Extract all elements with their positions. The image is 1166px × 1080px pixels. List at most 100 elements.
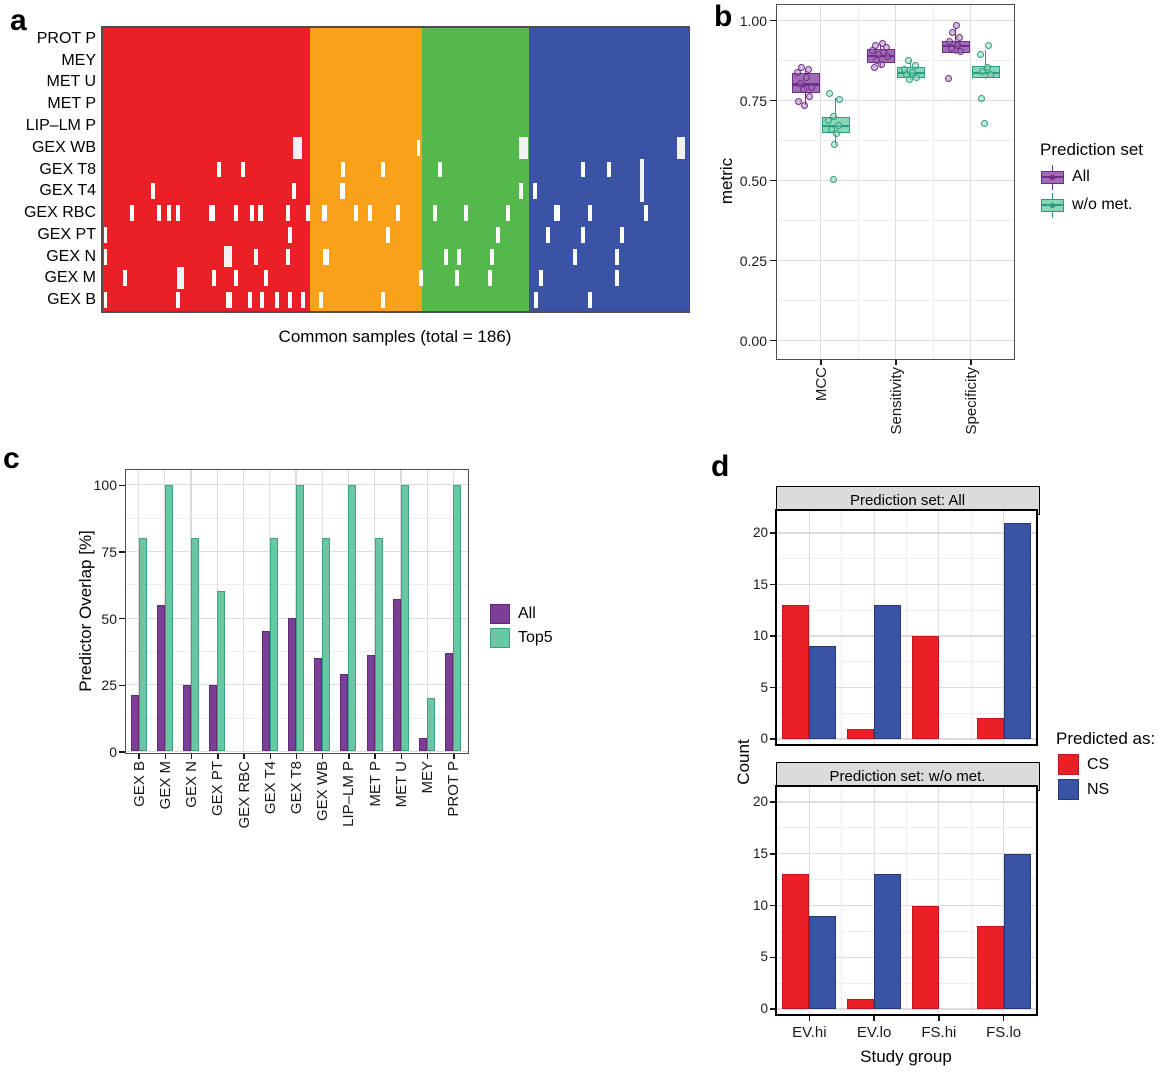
jitter-point	[801, 102, 808, 110]
missing-sample-gap	[340, 161, 345, 178]
missing-sample-gap	[539, 270, 544, 287]
missing-sample-gap	[419, 270, 424, 287]
bar-cs-fs-hi	[911, 905, 939, 1009]
missing-sample-gap	[443, 248, 448, 265]
missing-sample-gap	[607, 161, 612, 178]
axis-tick	[769, 635, 775, 637]
key-dot	[1050, 203, 1055, 208]
missing-sample-gap	[129, 205, 134, 222]
axis-tick	[769, 853, 775, 855]
row-label: GEX M	[44, 269, 96, 287]
jitter-point	[836, 95, 843, 103]
jitter-point	[825, 117, 832, 125]
bar-top5-gex-m	[164, 484, 173, 752]
bar-all-gex-t8	[288, 618, 296, 752]
jitter-point	[985, 42, 992, 50]
y-tick-label: 0	[760, 731, 768, 746]
missing-sample-gap	[354, 205, 359, 222]
missing-sample-gap	[123, 270, 128, 287]
box-whisker-lower	[834, 133, 837, 146]
axis-tick	[895, 359, 897, 365]
missing-sample-gap	[323, 248, 330, 265]
gridline-horizontal	[777, 532, 1036, 534]
bar-cs-ev-hi	[782, 874, 810, 1009]
y-tick-label: 15	[752, 845, 768, 861]
bar-ns-ev-lo	[874, 605, 902, 739]
missing-sample-gap	[463, 205, 468, 222]
facet-strip-womet-label: Prediction set: w/o met.	[829, 767, 986, 785]
jitter-point	[795, 97, 802, 105]
missing-sample-gap	[553, 205, 560, 222]
row-label: GEX T4	[39, 182, 96, 200]
bar-all-gex-n	[183, 684, 192, 752]
missing-sample-gap	[263, 270, 268, 287]
axis-tick	[769, 19, 776, 22]
row-label: MET U	[46, 73, 96, 91]
jitter-point	[808, 83, 815, 91]
panel-letter-b: b	[714, 0, 733, 33]
bar-top5-met-p	[374, 538, 383, 752]
jitter-point	[806, 93, 813, 101]
bar-top5-gex-b	[138, 538, 147, 752]
y-tick-label: 20	[752, 525, 768, 540]
category-label: PROT P	[445, 761, 463, 817]
missing-sample-gap	[292, 136, 302, 159]
gridline-vertical	[873, 511, 875, 744]
jitter-point	[884, 53, 891, 61]
y-tick-label: 0	[109, 744, 117, 760]
legend-label-top5: Top5	[518, 629, 553, 646]
axis-tick	[820, 359, 822, 365]
missing-sample-gap	[234, 270, 239, 287]
jitter-point	[878, 60, 885, 68]
y-tick-label: 0.00	[739, 332, 767, 349]
panel-a-x-axis-title: Common samples (total = 186)	[278, 327, 512, 346]
bar-all-gex-m	[156, 604, 165, 752]
bar-ns-fs-lo	[1003, 853, 1031, 1009]
panel-a-heatmap	[101, 26, 690, 313]
axis-tick	[374, 754, 376, 759]
axis-tick	[119, 551, 125, 553]
missing-sample-gap	[580, 226, 585, 243]
jitter-point	[826, 90, 833, 98]
axis-tick	[190, 754, 193, 759]
jitter-point	[957, 48, 964, 56]
missing-sample-gap	[292, 183, 297, 200]
bar-cs-ev-lo	[847, 998, 875, 1009]
gridline-vertical	[138, 469, 140, 753]
bar-all-gex-b	[130, 695, 139, 752]
y-tick-label: 75	[101, 543, 117, 560]
gridline-horizontal	[777, 853, 1036, 855]
gridline-vertical	[857, 4, 859, 359]
axis-tick	[348, 754, 350, 759]
bar-cs-fs-lo	[976, 718, 1004, 739]
jitter-point	[977, 50, 984, 58]
axis-tick	[1002, 1016, 1005, 1021]
box-whisker-upper	[984, 49, 987, 67]
axis-tick	[119, 751, 125, 753]
x-tick-label: FS.lo	[986, 1024, 1022, 1041]
missing-sample-gap	[519, 183, 524, 200]
missing-sample-gap	[156, 205, 161, 222]
missing-sample-gap	[166, 205, 171, 222]
row-label: GEX WB	[31, 138, 96, 156]
bar-all-gex-pt	[209, 684, 218, 752]
legend-key-boxplot-all	[1041, 165, 1064, 190]
jitter-point	[805, 66, 812, 74]
axis-tick	[769, 801, 775, 803]
legend-label-ns: NS	[1087, 781, 1110, 798]
panel-letter-d: d	[711, 450, 730, 483]
bar-top5-mey	[427, 698, 436, 752]
missing-sample-gap	[319, 292, 324, 309]
missing-sample-gap	[534, 292, 539, 309]
missing-sample-gap	[496, 226, 501, 243]
gridline-vertical	[374, 469, 376, 753]
bar-all-prot-p	[445, 652, 454, 752]
missing-sample-gap	[176, 267, 184, 290]
axis-tick	[769, 686, 775, 689]
missing-sample-gap	[234, 205, 239, 222]
y-tick-label: 100	[93, 477, 117, 494]
jitter-point	[956, 33, 963, 41]
row-label: LIP–LM P	[25, 116, 96, 134]
jitter-point	[879, 39, 886, 47]
legend-label-womet: w/o met.	[1072, 196, 1133, 213]
